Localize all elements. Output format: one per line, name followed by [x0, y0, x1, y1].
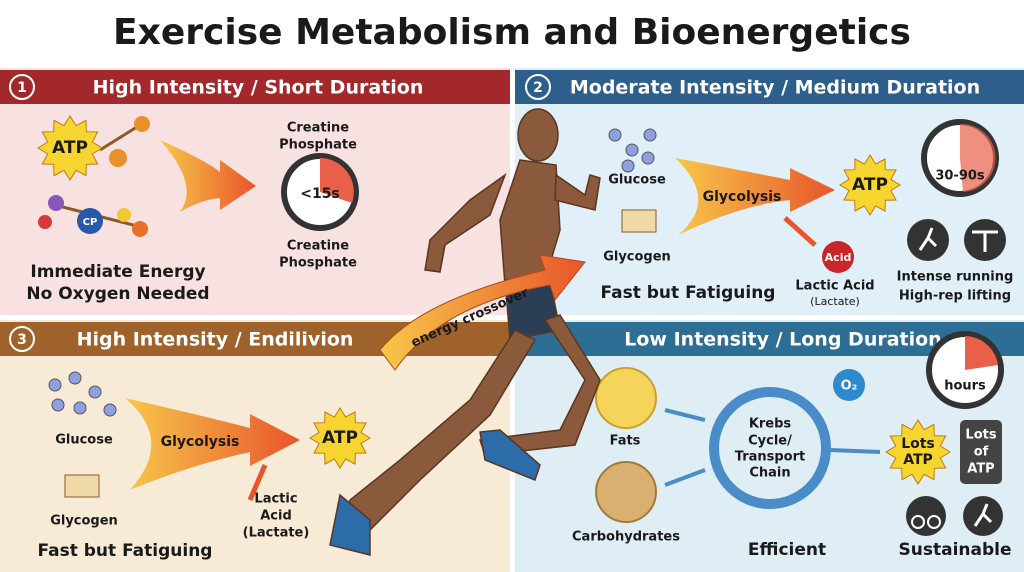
timer-label: <15s	[300, 186, 340, 202]
label: Chain	[749, 466, 790, 481]
crossover-arrow	[379, 254, 586, 371]
atp-label: ATP	[52, 138, 88, 158]
title: Exercise Metabolism and Bioenergetics	[113, 12, 911, 53]
label: Cycle/	[748, 434, 792, 449]
label: Lactic Acid	[795, 279, 874, 294]
caption: Immediate Energy	[30, 262, 205, 282]
box-label: Lots	[965, 428, 996, 443]
timer-label: 30-90s	[935, 169, 985, 184]
panel-number: 2	[533, 80, 543, 96]
box-label: ATP	[967, 462, 994, 477]
oxygen-label: O₂	[841, 379, 858, 394]
label: Glucose	[55, 433, 113, 448]
label: Creatine	[287, 121, 349, 136]
label: Glycogen	[603, 250, 671, 265]
panel-number: 1	[17, 80, 27, 96]
label: (Lactate)	[243, 526, 310, 541]
label: (Lactate)	[810, 295, 860, 308]
atp-label: Lots	[901, 436, 935, 452]
panel-1-art	[38, 116, 359, 237]
label: Intense running	[897, 270, 1014, 285]
atp-label: ATP	[903, 452, 933, 468]
panel-header: High Intensity / Endilivion	[77, 329, 354, 351]
label: Phosphate	[279, 138, 357, 153]
label: Acid	[260, 509, 292, 524]
starburst	[885, 419, 951, 485]
caption: Fast but Fatiguing	[38, 541, 213, 561]
label: Transport	[735, 450, 805, 465]
panel-3-art	[48, 371, 300, 501]
starburst	[37, 115, 103, 181]
caption: Efficient	[748, 540, 826, 560]
process-label: Glycolysis	[161, 434, 240, 450]
panel-4-art	[595, 331, 1004, 536]
panel-number: 3	[17, 332, 27, 348]
label: High-rep lifting	[899, 289, 1011, 304]
panel-header: Moderate Intensity / Medium Duration	[570, 77, 980, 99]
caption: No Oxygen Needed	[26, 284, 209, 304]
panel-header: High Intensity / Short Duration	[93, 77, 424, 99]
acid-label: Acid	[825, 251, 852, 264]
label: Creatine	[287, 239, 349, 254]
process-label: Glycolysis	[703, 189, 782, 205]
label: Glucose	[608, 173, 666, 188]
label: Glycogen	[50, 514, 118, 529]
label: Fats	[610, 434, 641, 449]
label: Phosphate	[279, 256, 357, 271]
label: Carbohydrates	[572, 530, 680, 545]
label: Krebs	[749, 417, 792, 432]
caption: Fast but Fatiguing	[601, 283, 776, 303]
molecule-label: CP	[83, 217, 98, 228]
starburst	[309, 407, 371, 469]
timer-label: hours	[944, 379, 986, 394]
caption: Sustainable	[899, 540, 1012, 560]
starburst	[839, 154, 901, 216]
box-label: of	[974, 445, 989, 460]
panel-header: Low Intensity / Long Duration	[624, 329, 941, 351]
atp-label: ATP	[852, 175, 888, 195]
panel-2-art	[608, 119, 1006, 273]
atp-label: ATP	[322, 428, 358, 448]
runner	[329, 108, 601, 556]
label: Lactic	[254, 492, 297, 507]
